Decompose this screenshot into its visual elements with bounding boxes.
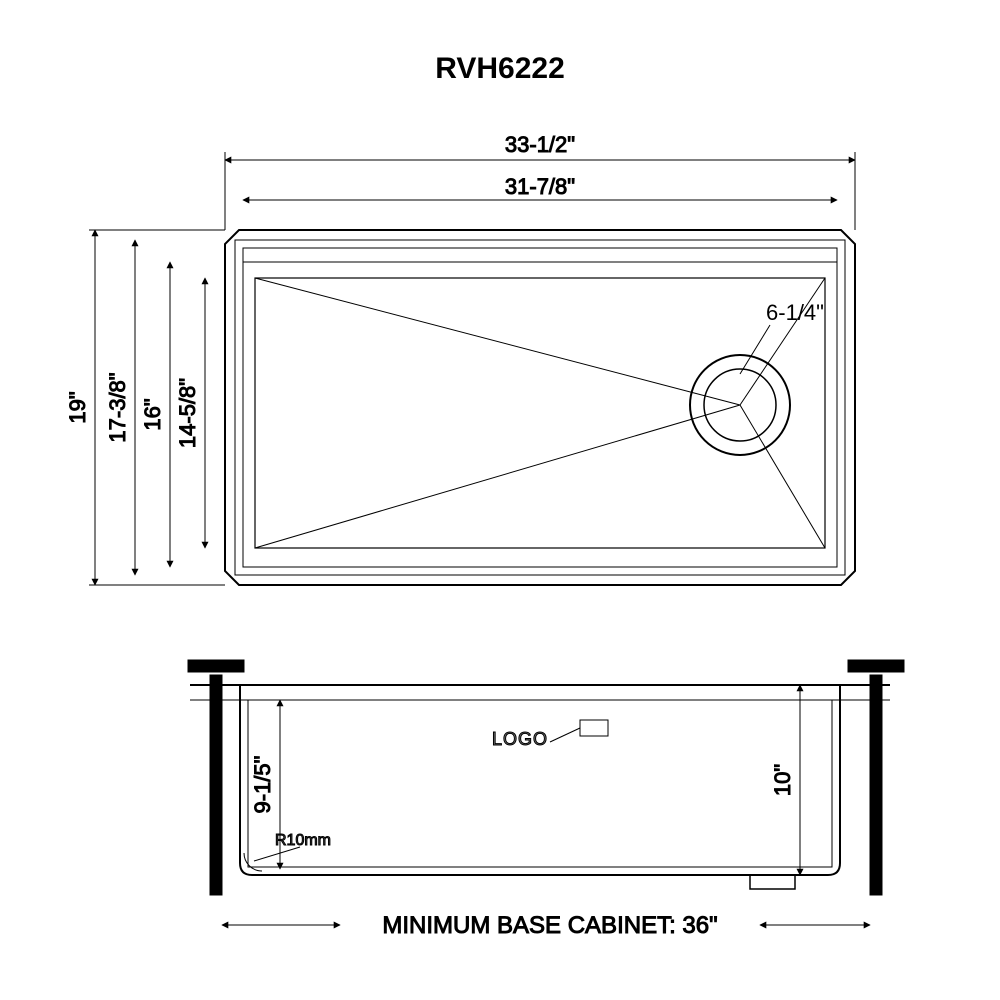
sink-step: [243, 262, 837, 567]
basin-crease-lines: [255, 278, 825, 548]
model-number: RVH6222: [435, 52, 565, 85]
side-view: R10mm LOGO: [188, 660, 904, 895]
inner-height3-label: 14-5/8": [175, 378, 200, 448]
logo-text: LOGO: [492, 729, 548, 749]
overall-height-label: 19": [65, 391, 90, 423]
technical-drawing: RVH6222 6-1/4" 33-1/2" 31-7/8": [0, 0, 1000, 1000]
left-height-dimensions: 19" 17-3/8" 16" 14-5/8": [65, 230, 225, 585]
sink-ledge-inner: [243, 248, 837, 567]
sink-outer-rim: [225, 230, 855, 585]
top-width-dimensions: 33-1/2" 31-7/8": [225, 132, 855, 230]
depth-right-label: 10": [770, 764, 795, 796]
drain-dimension-label: 6-1/4": [766, 300, 824, 325]
sink-basin: [255, 278, 825, 548]
overall-width-label: 33-1/2": [505, 132, 575, 157]
drain-dimension: 6-1/4": [740, 300, 824, 374]
sink-ledge: [235, 240, 845, 575]
top-view: 6-1/4": [225, 230, 855, 585]
corner-radius-label: R10mm: [275, 832, 331, 849]
cabinet-dimension: MINIMUM BASE CABINET: 36": [222, 912, 870, 939]
drain-stub: [750, 875, 795, 889]
bowl-inner-line: [248, 700, 832, 867]
depth-left-label: 9-1/5": [250, 756, 275, 814]
inner-width-label: 31-7/8": [505, 174, 575, 199]
inner-height1-label: 17-3/8": [105, 372, 130, 442]
cabinet-post-right: [870, 675, 882, 895]
logo-plate: [580, 720, 608, 736]
cabinet-post-left: [210, 675, 222, 895]
cabinet-label: MINIMUM BASE CABINET: 36": [382, 912, 717, 939]
side-depth-dimensions: 9-1/5" 10": [250, 685, 800, 875]
inner-height2-label: 16": [140, 398, 165, 430]
